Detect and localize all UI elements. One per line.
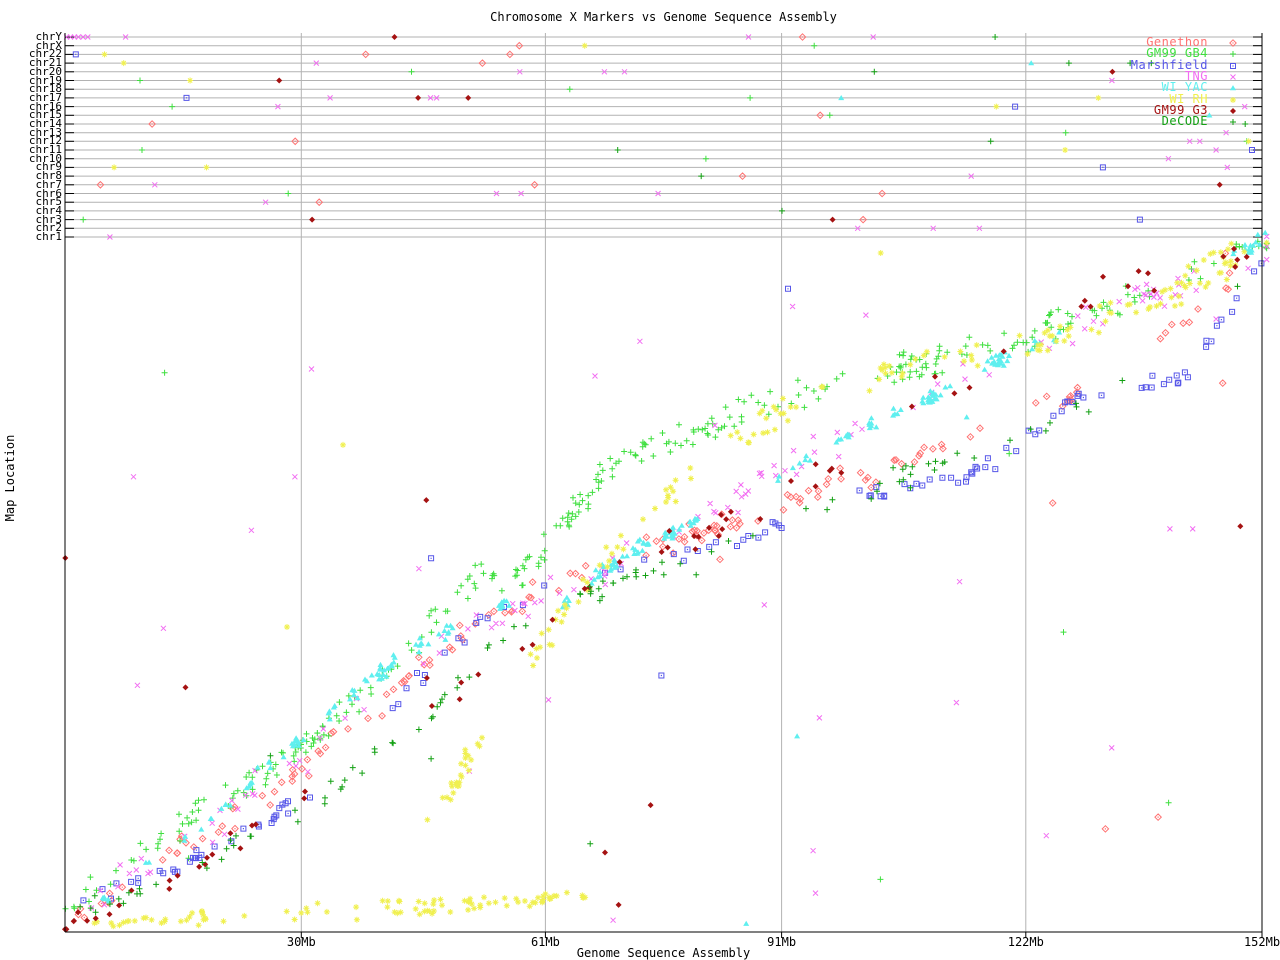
- legend-label-marshfield: Marshfield: [1130, 57, 1208, 72]
- chromosome-label-chr3: chr3: [35, 212, 63, 226]
- legend-item-gm99_gb4: GM99 GB4: [0, 46, 1280, 62]
- legend-label-gm99_gb4: GM99 GB4: [1146, 46, 1208, 61]
- chromosome-label-chr13: chr13: [28, 125, 62, 139]
- y-axis-label: Map Location: [3, 434, 17, 522]
- chromosome-label-chr22: chr22: [28, 47, 62, 61]
- series-wi_rh: [101, 42, 1270, 823]
- legend-item-wi_yac: WI YAC: [0, 80, 1280, 96]
- series-gm99_g3-points: [62, 34, 1250, 933]
- series-decode: [77, 34, 1249, 916]
- series-gm99_gb4: [62, 42, 1270, 912]
- series-wi_yac: [99, 60, 1269, 926]
- chromosome-label-chr20: chr20: [28, 64, 62, 78]
- chromosome-label-chrX: chrX: [35, 38, 63, 52]
- chromosome-label-chr10: chr10: [28, 151, 62, 165]
- chromosome-label-chr6: chr6: [35, 186, 63, 200]
- legend-symbol-wi_rh-icon: [1225, 94, 1241, 108]
- chromosome-label-chr9: chr9: [35, 160, 63, 174]
- chromosome-label-chr11: chr11: [28, 143, 62, 156]
- legend-item-genethon: Genethon: [0, 35, 1280, 51]
- grid-lines: [65, 33, 1262, 932]
- chromosome-label-chr14: chr14: [28, 117, 62, 130]
- chromosome-label-chr5: chr5: [35, 195, 63, 209]
- x-axis-label: Genome Sequence Assembly: [576, 946, 751, 960]
- x-tick-label-152Mb: 152Mb: [1243, 935, 1280, 949]
- chromosome-label-chr2: chr2: [35, 221, 63, 235]
- legend-symbol-gm99_gb4-icon: [1225, 48, 1241, 62]
- legend-label-tng: TNG: [1184, 68, 1208, 83]
- x-tick-label-122Mb: 122Mb: [1007, 935, 1044, 949]
- series-wi_rh-points: [101, 42, 1270, 823]
- series-gm99_g3: [62, 34, 1250, 933]
- chromosome-label-chr1: chr1: [35, 230, 63, 243]
- chromosome-label-chr21: chr21: [28, 56, 62, 70]
- legend-item-gm99_g3: GM99 G3: [0, 102, 1280, 119]
- chromosome-label-chr4: chr4: [35, 203, 63, 217]
- legend-symbol-genethon-icon: [1225, 37, 1241, 51]
- x-tick-label-30Mb: 30Mb: [286, 935, 316, 949]
- chromosome-label-chr16: chr16: [28, 99, 62, 113]
- chromosome-label-chr7: chr7: [35, 177, 63, 191]
- legend-label-gm99_g3: GM99 G3: [1153, 102, 1208, 117]
- axes: [64, 33, 1263, 938]
- series-decode-points: [77, 34, 1249, 916]
- chromosome-label-chr17: chr17: [28, 90, 62, 104]
- legend-symbol-wi_yac-icon: [1225, 82, 1241, 96]
- series-gm99_gb4-points: [62, 42, 1270, 912]
- legend-label-decode: DeCODE: [1161, 114, 1208, 129]
- series-wi_rh_low-points: [91, 889, 589, 930]
- legend-label-wi_rh: WI RH: [1169, 91, 1208, 106]
- series-wi_rh_low: [91, 889, 589, 930]
- series-marshfield-dots: [75, 53, 1263, 902]
- chromosome-label-chr12: chr12: [28, 134, 62, 148]
- chromosome-label-chr8: chr8: [35, 169, 63, 183]
- chromosome-label-chrY: chrY: [35, 30, 63, 43]
- legend-symbol-marshfield-icon: [1225, 60, 1241, 74]
- x-tick-label-61Mb: 61Mb: [530, 935, 560, 949]
- x-tick-label-91Mb: 91Mb: [767, 935, 797, 949]
- legend-item-wi_rh: WI RH: [0, 91, 1280, 108]
- legend-item-marshfield: Marshfield: [0, 57, 1280, 74]
- legend-symbol-gm99_g3-icon: [1225, 105, 1241, 119]
- chart-title: Chromosome X Markers vs Genome Sequence …: [490, 10, 837, 24]
- series-marshfield: [72, 51, 1265, 904]
- legend-label-wi_yac: WI YAC: [1161, 80, 1208, 95]
- legend-item-tng: TNG: [0, 68, 1280, 85]
- legend-symbol-tng-icon: [1225, 71, 1241, 85]
- series-wi_yac-points: [99, 60, 1269, 926]
- chromosome-label-chr15: chr15: [28, 108, 62, 122]
- series-marshfield-points: [72, 51, 1265, 904]
- legend-item-decode: DeCODE: [0, 114, 1280, 130]
- legend-symbol-decode-icon: [1225, 116, 1241, 130]
- chromosome-label-chr19: chr19: [28, 73, 62, 87]
- chromosome-label-chr18: chr18: [28, 82, 62, 96]
- legend-label-genethon: Genethon: [1146, 35, 1208, 49]
